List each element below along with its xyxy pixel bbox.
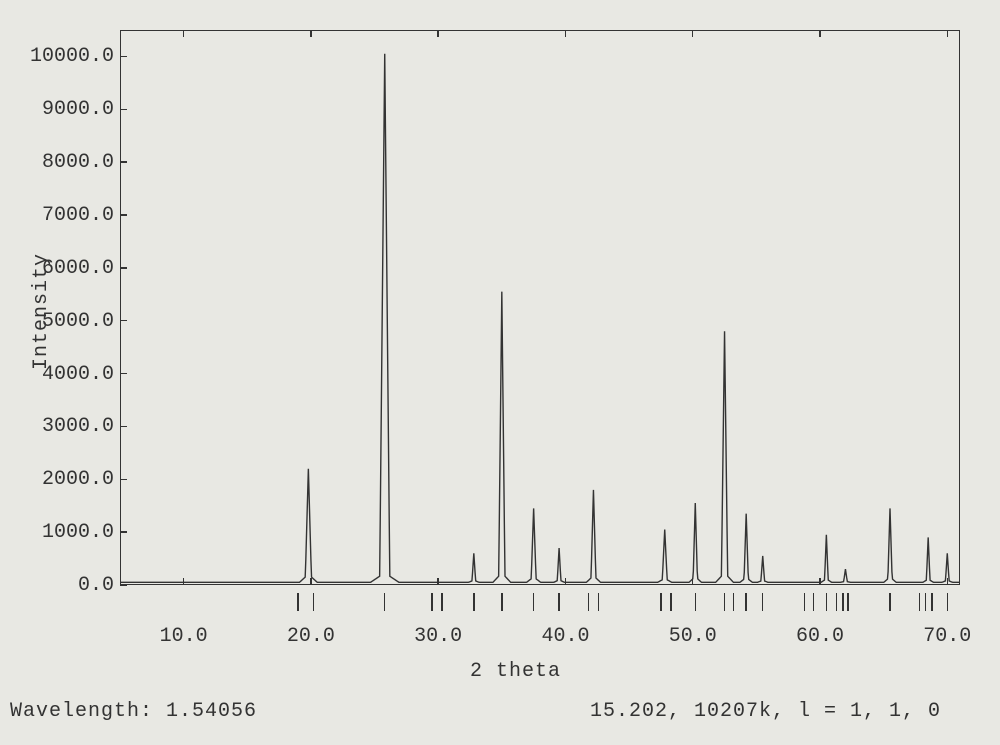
reflection-marker bbox=[947, 593, 949, 611]
xtick-mark bbox=[947, 30, 949, 37]
xtick-mark bbox=[437, 30, 439, 37]
reflection-marker bbox=[733, 593, 735, 611]
ytick-mark bbox=[120, 584, 127, 586]
reflection-marker bbox=[836, 593, 838, 611]
xtick-label: 50.0 bbox=[669, 625, 717, 648]
xtick-mark bbox=[565, 30, 567, 37]
reflection-marker bbox=[804, 593, 806, 611]
ytick-label: 9000.0 bbox=[42, 98, 114, 121]
reflection-marker bbox=[441, 593, 443, 611]
ytick-mark bbox=[120, 531, 127, 533]
xtick-label: 70.0 bbox=[923, 625, 971, 648]
reflection-marker bbox=[297, 593, 299, 611]
x-axis-label: 2 theta bbox=[470, 660, 561, 683]
reflection-marker bbox=[889, 593, 891, 611]
reflection-marker bbox=[533, 593, 535, 611]
xtick-mark bbox=[819, 30, 821, 37]
xtick-mark bbox=[437, 578, 439, 585]
reflection-marker bbox=[501, 593, 503, 611]
xrd-chart: Intensity 2 theta Wavelength: 1.54056 15… bbox=[0, 0, 1000, 745]
xtick-mark bbox=[310, 578, 312, 585]
xtick-label: 10.0 bbox=[160, 625, 208, 648]
ytick-mark bbox=[120, 214, 127, 216]
xtick-label: 30.0 bbox=[414, 625, 462, 648]
reflection-marker bbox=[313, 593, 315, 611]
reflection-marker bbox=[724, 593, 726, 611]
ytick-mark bbox=[120, 320, 127, 322]
xtick-mark bbox=[565, 578, 567, 585]
ytick-label: 5000.0 bbox=[42, 310, 114, 333]
xtick-mark bbox=[310, 30, 312, 37]
ytick-label: 3000.0 bbox=[42, 415, 114, 438]
spectrum-line bbox=[120, 54, 960, 583]
xtick-mark bbox=[183, 578, 185, 585]
reflection-marker bbox=[745, 593, 747, 611]
footer-wavelength: Wavelength: 1.54056 bbox=[10, 700, 257, 723]
footer-hkl: 15.202, 10207k, l = 1, 1, 0 bbox=[590, 700, 941, 723]
reflection-marker bbox=[919, 593, 921, 611]
xtick-mark bbox=[947, 578, 949, 585]
reflection-marker bbox=[762, 593, 764, 611]
ytick-mark bbox=[120, 161, 127, 163]
xtick-mark bbox=[183, 30, 185, 37]
reflection-marker bbox=[431, 593, 433, 611]
ytick-mark bbox=[120, 479, 127, 481]
reflection-marker bbox=[660, 593, 662, 611]
ytick-mark bbox=[120, 267, 127, 269]
ytick-mark bbox=[120, 56, 127, 58]
reflection-marker bbox=[826, 593, 828, 611]
reflection-marker bbox=[473, 593, 475, 611]
xtick-label: 40.0 bbox=[541, 625, 589, 648]
reflection-marker bbox=[813, 593, 815, 611]
ytick-label: 8000.0 bbox=[42, 151, 114, 174]
reflection-marker bbox=[931, 593, 933, 611]
reflection-marker bbox=[384, 593, 386, 611]
ytick-label: 0.0 bbox=[78, 574, 114, 597]
xtick-mark bbox=[692, 578, 694, 585]
ytick-label: 10000.0 bbox=[30, 45, 114, 68]
xtick-mark bbox=[692, 30, 694, 37]
reflection-marker bbox=[925, 593, 927, 611]
reflection-marker bbox=[695, 593, 697, 611]
xtick-mark bbox=[819, 578, 821, 585]
xtick-label: 20.0 bbox=[287, 625, 335, 648]
reflection-marker bbox=[670, 593, 672, 611]
ytick-label: 4000.0 bbox=[42, 363, 114, 386]
reflection-marker bbox=[598, 593, 600, 611]
ytick-mark bbox=[120, 373, 127, 375]
xtick-label: 60.0 bbox=[796, 625, 844, 648]
ytick-mark bbox=[120, 109, 127, 111]
reflection-marker bbox=[842, 593, 844, 611]
ytick-label: 2000.0 bbox=[42, 468, 114, 491]
ytick-mark bbox=[120, 426, 127, 428]
reflection-marker bbox=[847, 593, 849, 611]
ytick-label: 7000.0 bbox=[42, 204, 114, 227]
reflection-marker bbox=[588, 593, 590, 611]
reflection-marker bbox=[558, 593, 560, 611]
ytick-label: 1000.0 bbox=[42, 521, 114, 544]
ytick-label: 6000.0 bbox=[42, 257, 114, 280]
plot-svg bbox=[120, 30, 960, 585]
